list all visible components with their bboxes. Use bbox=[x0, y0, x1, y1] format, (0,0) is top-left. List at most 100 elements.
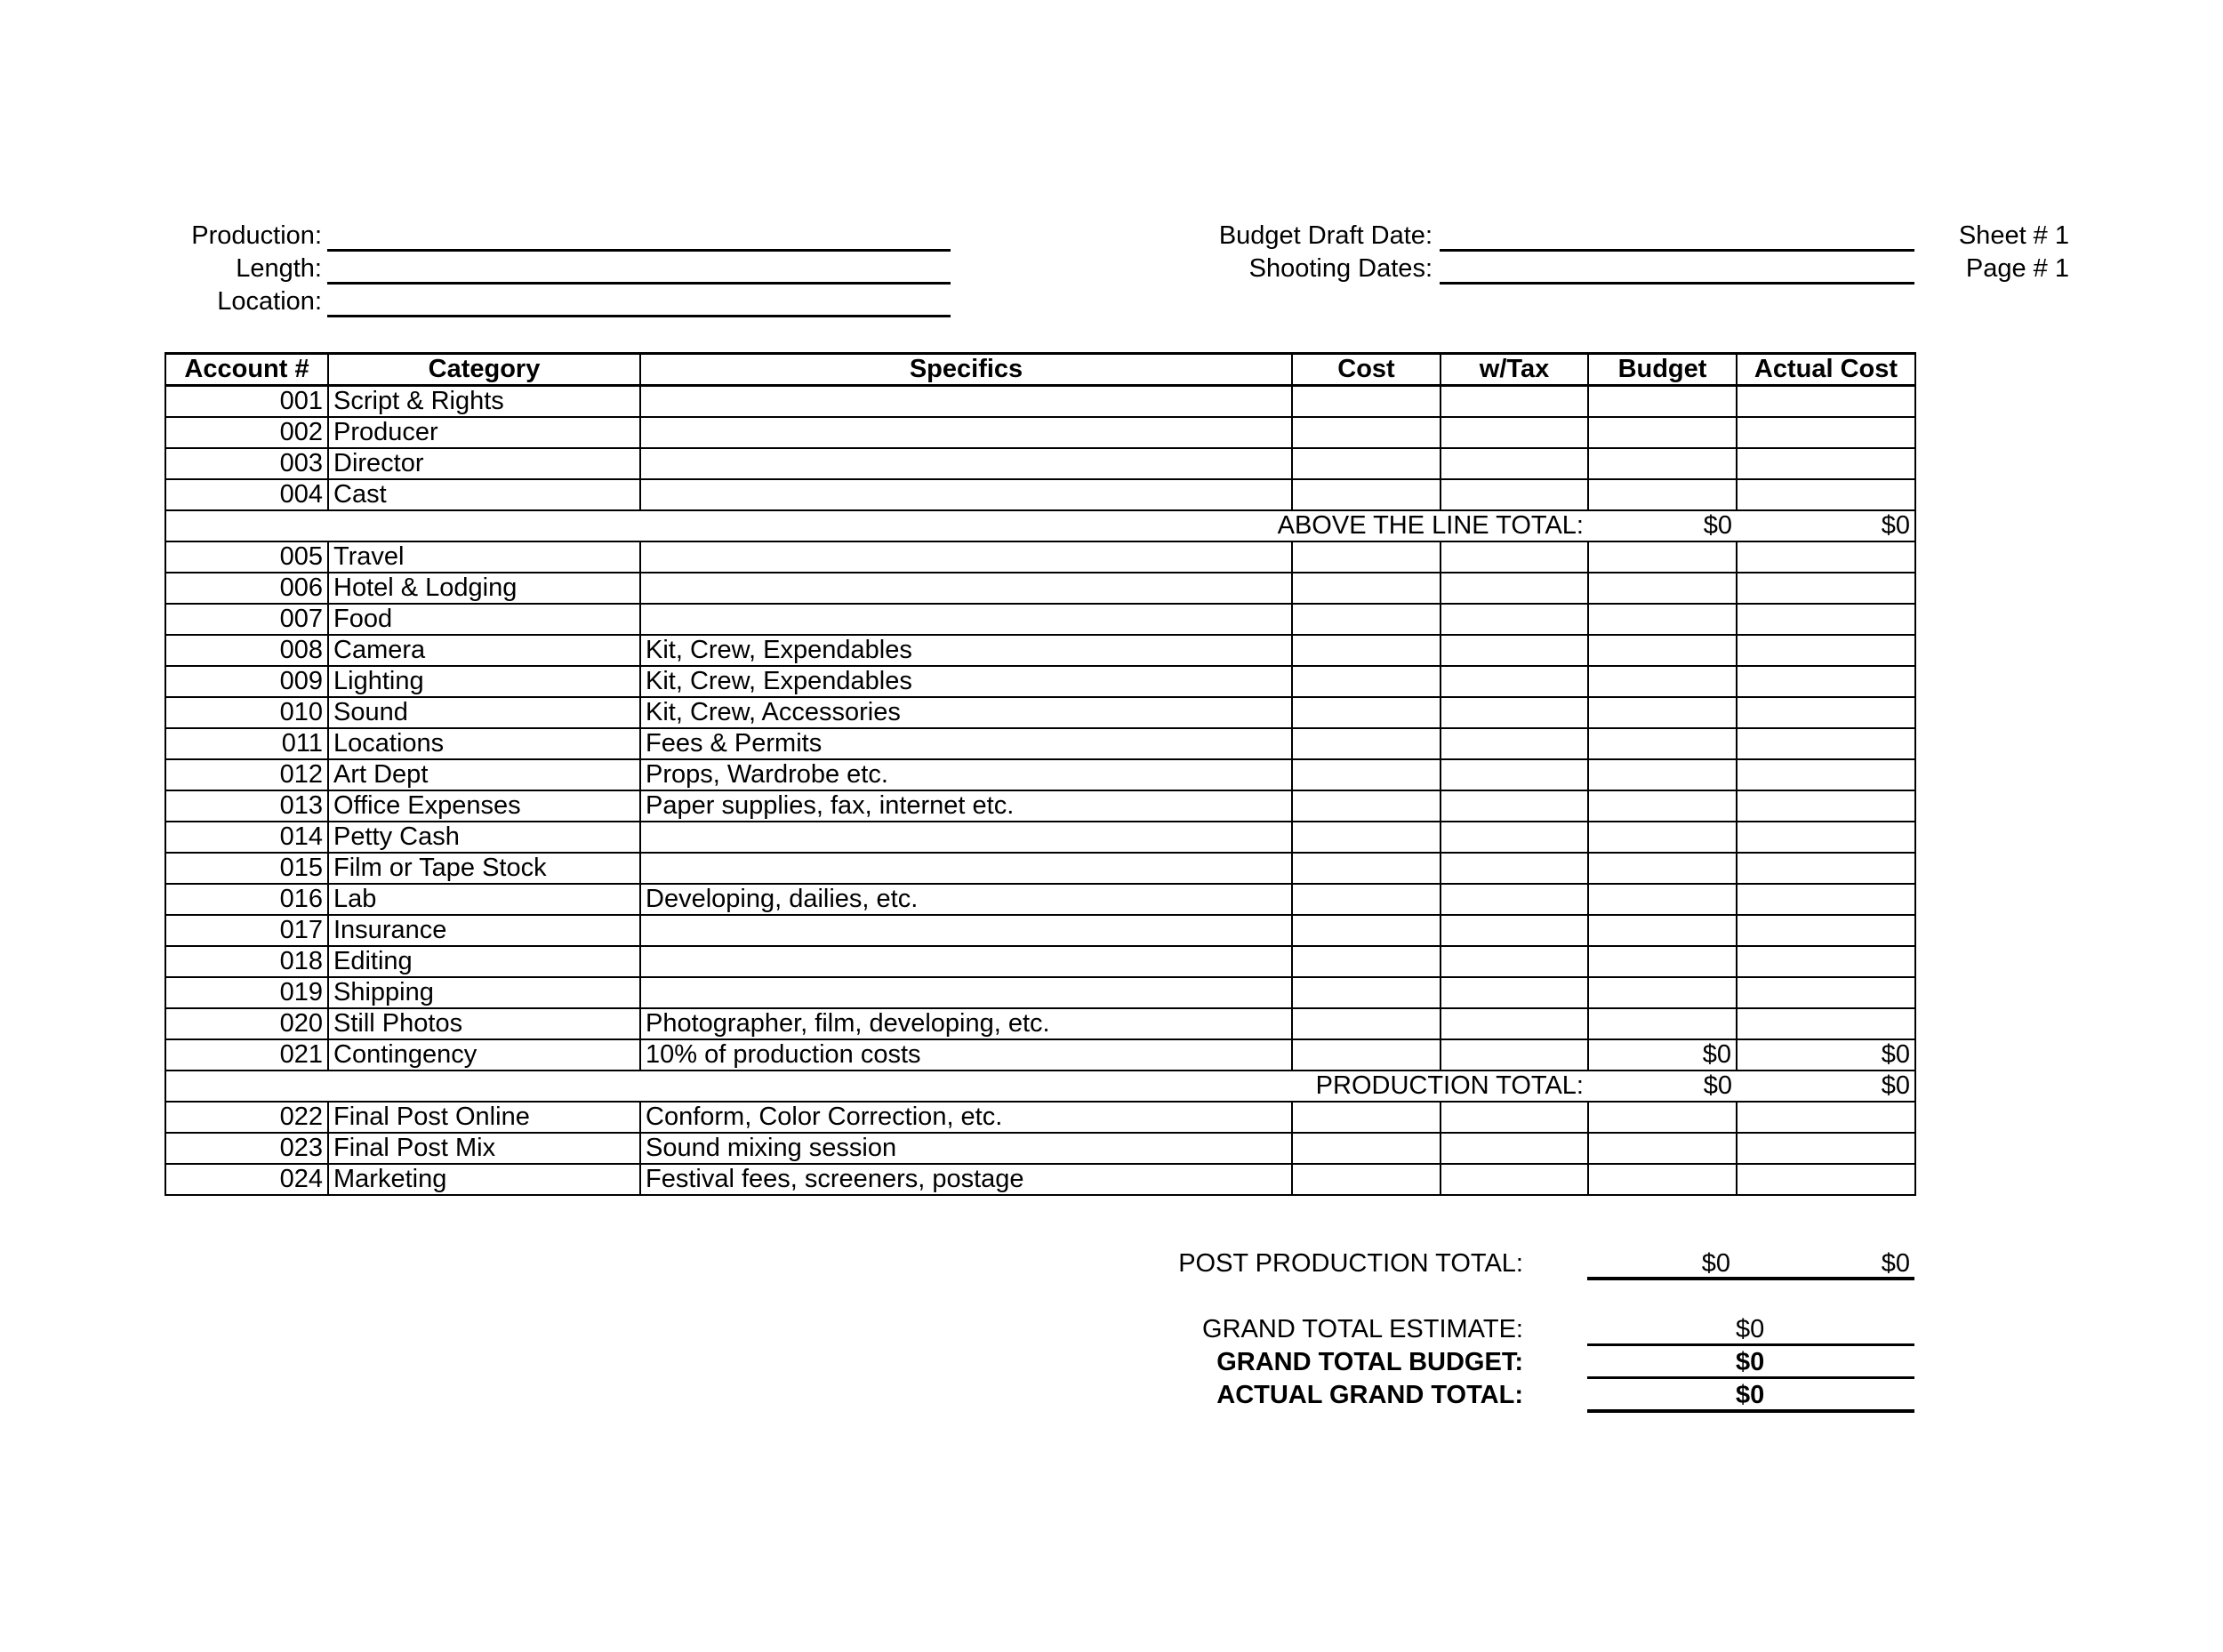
specifics-cell[interactable]: Festival fees, screeners, postage bbox=[639, 1163, 1293, 1196]
actual-cost-cell[interactable] bbox=[1736, 790, 1916, 822]
specifics-cell[interactable]: Developing, dailies, etc. bbox=[639, 883, 1293, 916]
specifics-cell[interactable] bbox=[639, 945, 1293, 978]
cost-cell[interactable] bbox=[1291, 945, 1441, 978]
specifics-cell[interactable] bbox=[639, 852, 1293, 885]
specifics-cell[interactable] bbox=[639, 416, 1293, 449]
specifics-cell[interactable]: 10% of production costs bbox=[639, 1039, 1293, 1071]
with-tax-cell[interactable] bbox=[1440, 447, 1589, 480]
specifics-cell[interactable] bbox=[639, 478, 1293, 511]
cost-cell[interactable] bbox=[1291, 572, 1441, 605]
budget-cell[interactable] bbox=[1587, 945, 1737, 978]
budget-cell[interactable] bbox=[1587, 384, 1737, 418]
with-tax-cell[interactable] bbox=[1440, 603, 1589, 636]
actual-cost-cell[interactable] bbox=[1736, 976, 1916, 1009]
cost-cell[interactable] bbox=[1291, 790, 1441, 822]
with-tax-cell[interactable] bbox=[1440, 572, 1589, 605]
specifics-cell[interactable]: Kit, Crew, Expendables bbox=[639, 634, 1293, 667]
cost-cell[interactable] bbox=[1291, 634, 1441, 667]
actual-cost-cell[interactable] bbox=[1736, 384, 1916, 418]
specifics-cell[interactable] bbox=[639, 384, 1293, 418]
with-tax-cell[interactable] bbox=[1440, 727, 1589, 760]
with-tax-cell[interactable] bbox=[1440, 914, 1589, 947]
budget-cell[interactable] bbox=[1587, 1163, 1737, 1196]
cost-cell[interactable] bbox=[1291, 416, 1441, 449]
with-tax-cell[interactable] bbox=[1440, 976, 1589, 1009]
specifics-cell[interactable]: Kit, Crew, Accessories bbox=[639, 696, 1293, 729]
budget-cell[interactable] bbox=[1587, 758, 1737, 791]
cost-cell[interactable] bbox=[1291, 384, 1441, 418]
cost-cell[interactable] bbox=[1291, 541, 1441, 573]
actual-cost-cell[interactable] bbox=[1736, 634, 1916, 667]
cost-cell[interactable] bbox=[1291, 1101, 1441, 1134]
cost-cell[interactable] bbox=[1291, 883, 1441, 916]
specifics-cell[interactable] bbox=[639, 572, 1293, 605]
actual-cost-cell[interactable] bbox=[1736, 758, 1916, 791]
actual-cost-cell[interactable] bbox=[1736, 478, 1916, 511]
with-tax-cell[interactable] bbox=[1440, 1163, 1589, 1196]
actual-cost-cell[interactable] bbox=[1736, 727, 1916, 760]
actual-cost-cell[interactable]: $0 bbox=[1736, 1039, 1916, 1071]
actual-cost-cell[interactable] bbox=[1736, 914, 1916, 947]
budget-cell[interactable] bbox=[1587, 976, 1737, 1009]
specifics-cell[interactable] bbox=[639, 914, 1293, 947]
cost-cell[interactable] bbox=[1291, 1132, 1441, 1165]
cost-cell[interactable] bbox=[1291, 1007, 1441, 1040]
budget-cell[interactable]: $0 bbox=[1587, 1039, 1737, 1071]
length-field[interactable] bbox=[327, 282, 951, 285]
actual-cost-cell[interactable] bbox=[1736, 696, 1916, 729]
with-tax-cell[interactable] bbox=[1440, 945, 1589, 978]
with-tax-cell[interactable] bbox=[1440, 384, 1589, 418]
with-tax-cell[interactable] bbox=[1440, 852, 1589, 885]
specifics-cell[interactable]: Conform, Color Correction, etc. bbox=[639, 1101, 1293, 1134]
with-tax-cell[interactable] bbox=[1440, 1101, 1589, 1134]
with-tax-cell[interactable] bbox=[1440, 1007, 1589, 1040]
with-tax-cell[interactable] bbox=[1440, 1132, 1589, 1165]
with-tax-cell[interactable] bbox=[1440, 758, 1589, 791]
specifics-cell[interactable]: Paper supplies, fax, internet etc. bbox=[639, 790, 1293, 822]
with-tax-cell[interactable] bbox=[1440, 416, 1589, 449]
budget-cell[interactable] bbox=[1587, 914, 1737, 947]
actual-cost-cell[interactable] bbox=[1736, 1163, 1916, 1196]
actual-cost-cell[interactable] bbox=[1736, 447, 1916, 480]
specifics-cell[interactable] bbox=[639, 821, 1293, 854]
cost-cell[interactable] bbox=[1291, 758, 1441, 791]
actual-cost-cell[interactable] bbox=[1736, 852, 1916, 885]
actual-cost-cell[interactable] bbox=[1736, 572, 1916, 605]
with-tax-cell[interactable] bbox=[1440, 790, 1589, 822]
cost-cell[interactable] bbox=[1291, 603, 1441, 636]
actual-cost-cell[interactable] bbox=[1736, 1007, 1916, 1040]
budget-cell[interactable] bbox=[1587, 603, 1737, 636]
with-tax-cell[interactable] bbox=[1440, 821, 1589, 854]
budget-cell[interactable] bbox=[1587, 821, 1737, 854]
actual-cost-cell[interactable] bbox=[1736, 821, 1916, 854]
cost-cell[interactable] bbox=[1291, 852, 1441, 885]
with-tax-cell[interactable] bbox=[1440, 883, 1589, 916]
budget-cell[interactable] bbox=[1587, 790, 1737, 822]
with-tax-cell[interactable] bbox=[1440, 541, 1589, 573]
specifics-cell[interactable] bbox=[639, 976, 1293, 1009]
actual-cost-cell[interactable] bbox=[1736, 1132, 1916, 1165]
actual-cost-cell[interactable] bbox=[1736, 603, 1916, 636]
budget-cell[interactable] bbox=[1587, 572, 1737, 605]
cost-cell[interactable] bbox=[1291, 821, 1441, 854]
budget-cell[interactable] bbox=[1587, 852, 1737, 885]
budget-cell[interactable] bbox=[1587, 727, 1737, 760]
budget-cell[interactable] bbox=[1587, 1007, 1737, 1040]
cost-cell[interactable] bbox=[1291, 727, 1441, 760]
specifics-cell[interactable]: Fees & Permits bbox=[639, 727, 1293, 760]
with-tax-cell[interactable] bbox=[1440, 696, 1589, 729]
actual-cost-cell[interactable] bbox=[1736, 416, 1916, 449]
cost-cell[interactable] bbox=[1291, 478, 1441, 511]
cost-cell[interactable] bbox=[1291, 665, 1441, 698]
production-field[interactable] bbox=[327, 249, 951, 252]
with-tax-cell[interactable] bbox=[1440, 665, 1589, 698]
budget-cell[interactable] bbox=[1587, 478, 1737, 511]
specifics-cell[interactable]: Props, Wardrobe etc. bbox=[639, 758, 1293, 791]
cost-cell[interactable] bbox=[1291, 447, 1441, 480]
with-tax-cell[interactable] bbox=[1440, 478, 1589, 511]
cost-cell[interactable] bbox=[1291, 914, 1441, 947]
cost-cell[interactable] bbox=[1291, 1163, 1441, 1196]
budget-cell[interactable] bbox=[1587, 447, 1737, 480]
budget-cell[interactable] bbox=[1587, 883, 1737, 916]
budget-draft-date-field[interactable] bbox=[1440, 249, 1914, 252]
